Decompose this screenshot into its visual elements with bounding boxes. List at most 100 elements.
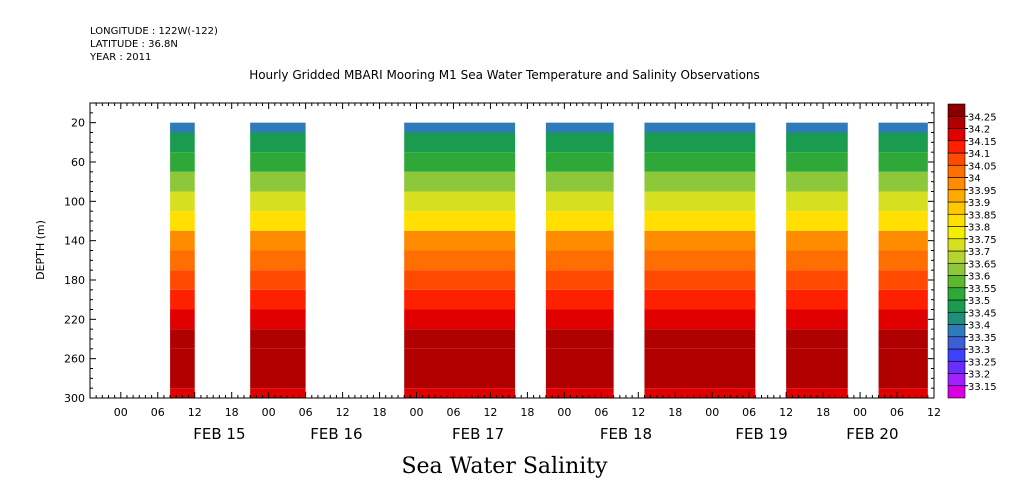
salinity-band	[786, 368, 848, 389]
data-segment	[644, 122, 756, 398]
salinity-band	[878, 270, 928, 290]
x-date-label: FEB 18	[600, 425, 652, 443]
salinity-band	[878, 348, 928, 369]
x-tick-label: 18	[373, 406, 387, 419]
salinity-band	[170, 171, 195, 192]
salinity-band	[644, 152, 756, 172]
x-tick-label: 12	[631, 406, 645, 419]
salinity-band	[786, 329, 848, 349]
colorbar-label: 33.6	[968, 272, 990, 283]
colorbar-swatch	[947, 324, 966, 338]
colorbar-swatch	[947, 336, 966, 350]
salinity-band	[250, 368, 306, 389]
salinity-band	[786, 132, 848, 153]
colorbar-label: 33.35	[968, 333, 997, 344]
data-segment	[786, 122, 848, 398]
salinity-band	[404, 329, 516, 349]
colorbar-label: 33.85	[968, 210, 997, 221]
salinity-band	[545, 368, 614, 389]
salinity-band	[250, 122, 306, 133]
colorbar-swatch	[947, 177, 966, 191]
salinity-band	[404, 230, 516, 251]
salinity-band	[545, 250, 614, 271]
salinity-band	[250, 309, 306, 330]
colorbar-swatch	[947, 226, 966, 240]
salinity-band	[644, 132, 756, 153]
colorbar-swatch	[947, 189, 966, 203]
x-tick-label: 00	[262, 406, 276, 419]
salinity-band	[250, 191, 306, 212]
x-tick-label: 00	[114, 406, 128, 419]
x-date-label: FEB 20	[846, 425, 898, 443]
x-axis-label: Sea Water Salinity	[401, 454, 608, 479]
x-tick-label: 18	[225, 406, 239, 419]
salinity-band	[878, 122, 928, 133]
salinity-band	[644, 289, 756, 310]
x-tick-label: 12	[336, 406, 350, 419]
salinity-band	[404, 309, 516, 330]
x-tick-label: 00	[410, 406, 424, 419]
salinity-band	[545, 329, 614, 349]
salinity-band	[404, 348, 516, 369]
colorbar-label: 33.5	[968, 296, 990, 307]
salinity-band	[170, 329, 195, 349]
salinity-band	[250, 230, 306, 251]
salinity-band	[644, 230, 756, 251]
y-tick-label: 20	[71, 117, 85, 130]
salinity-band	[644, 171, 756, 192]
salinity-band	[545, 171, 614, 192]
plot-area	[89, 102, 935, 399]
salinity-band	[545, 152, 614, 172]
x-tick-label: 18	[520, 406, 534, 419]
salinity-band	[250, 289, 306, 310]
colorbar-swatch	[947, 164, 966, 178]
salinity-band	[404, 152, 516, 172]
salinity-band	[644, 368, 756, 389]
x-tick-label: 06	[594, 406, 608, 419]
longitude-label: LONGITUDE : 122W(-122)	[90, 26, 218, 37]
colorbar-swatch	[947, 152, 966, 166]
salinity-band	[545, 309, 614, 330]
salinity-band	[644, 329, 756, 349]
salinity-band	[170, 348, 195, 369]
colorbar-swatch	[947, 275, 966, 289]
latitude-label: LATITUDE : 36.8N	[90, 39, 178, 50]
colorbar-label: 33.25	[968, 357, 997, 368]
colorbar-swatch	[947, 385, 966, 399]
colorbar-swatch	[947, 262, 966, 276]
salinity-band	[786, 289, 848, 310]
salinity-band	[786, 211, 848, 231]
salinity-band	[404, 191, 516, 212]
salinity-band	[404, 122, 516, 133]
salinity-band	[250, 211, 306, 231]
colorbar-swatch	[947, 348, 966, 362]
salinity-band	[644, 388, 756, 398]
salinity-band	[786, 250, 848, 271]
y-tick-label: 100	[64, 195, 85, 208]
x-tick-label: 00	[557, 406, 571, 419]
colorbar-swatch	[947, 299, 966, 313]
salinity-band	[404, 171, 516, 192]
colorbar-label: 33.65	[968, 259, 997, 270]
colorbar-label: 34.15	[968, 137, 997, 148]
salinity-band	[644, 211, 756, 231]
salinity-band	[170, 388, 195, 398]
data-segment	[170, 122, 195, 398]
salinity-band	[878, 250, 928, 271]
colorbar-label: 33.75	[968, 235, 997, 246]
colorbar-label: 33.15	[968, 382, 997, 393]
salinity-band	[644, 309, 756, 330]
salinity-band	[878, 388, 928, 398]
salinity-band	[786, 122, 848, 133]
salinity-band	[545, 191, 614, 212]
salinity-band	[170, 122, 195, 133]
x-date-label: FEB 19	[735, 425, 787, 443]
colorbar-label: 33.2	[968, 370, 990, 381]
salinity-band	[878, 329, 928, 349]
salinity-band	[404, 250, 516, 271]
colorbar-label: 33.8	[968, 223, 990, 234]
x-tick-label: 06	[742, 406, 756, 419]
x-tick-label: 00	[853, 406, 867, 419]
x-date-label: FEB 15	[193, 425, 245, 443]
